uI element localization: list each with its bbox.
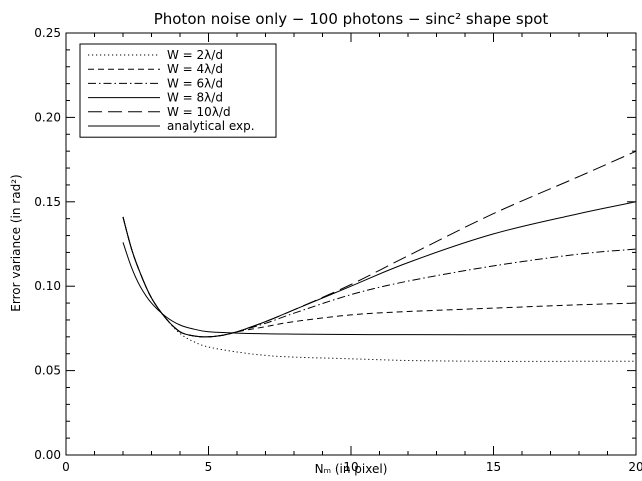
legend-label: analytical exp. <box>167 119 255 133</box>
legend-label: W = 6λ/d <box>167 76 223 90</box>
y-tick-label: 0.15 <box>34 195 61 209</box>
y-tick-label: 0.25 <box>34 26 61 40</box>
legend-label: W = 4λ/d <box>167 62 223 76</box>
y-axis-label: Error variance (in rad²) <box>9 174 23 311</box>
series-line-4 <box>122 201 637 338</box>
y-tick-label: 0.20 <box>34 110 61 124</box>
series-lines <box>122 150 637 362</box>
series-line-5 <box>122 150 637 338</box>
series-line-3 <box>122 216 637 338</box>
chart-title: Photon noise only − 100 photons − sinc² … <box>154 10 549 28</box>
series-line-6 <box>122 242 636 336</box>
x-axis-label: Nₘ (in pixel) <box>315 462 388 476</box>
axis-ticks: 0 5 10 15 20 0.00 0.05 0.10 0.15 0.20 0.25 <box>34 26 642 474</box>
series-line-2 <box>122 216 637 338</box>
legend-label: W = 8λ/d <box>167 91 223 105</box>
series-line-1 <box>122 216 636 362</box>
legend: W = 2λ/dW = 4λ/dW = 6λ/dW = 8λ/dW = 10λ/… <box>79 43 277 138</box>
legend-label: W = 10λ/d <box>167 105 231 119</box>
x-tick-label: 20 <box>628 460 642 474</box>
x-tick-label: 5 <box>205 460 213 474</box>
y-tick-label: 0.00 <box>34 448 61 462</box>
plot-frame <box>65 32 637 456</box>
y-tick-label: 0.05 <box>34 364 61 378</box>
legend-label: W = 2λ/d <box>167 48 223 62</box>
x-tick-label: 10 <box>343 460 358 474</box>
legend-box <box>79 43 277 138</box>
x-tick-label: 0 <box>62 460 70 474</box>
x-tick-label: 15 <box>486 460 501 474</box>
y-tick-label: 0.10 <box>34 279 61 293</box>
